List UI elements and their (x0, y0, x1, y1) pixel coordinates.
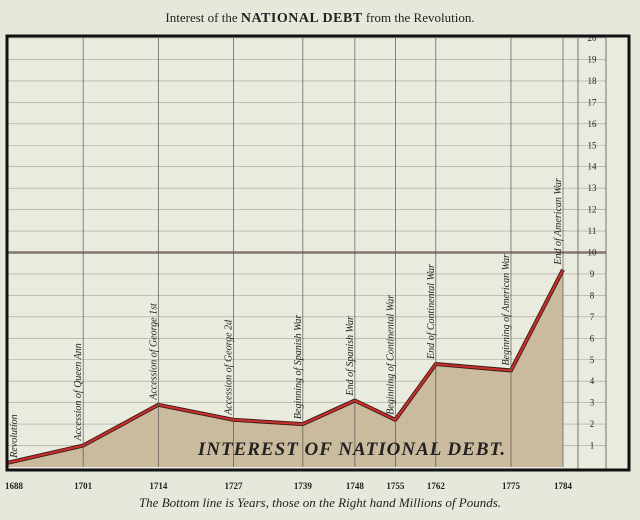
debt-area-fill (8, 269, 563, 467)
x-tick-label: 1748 (346, 481, 365, 491)
x-tick-label: 1784 (554, 481, 573, 491)
gridlines (8, 36, 628, 469)
plot-frame (5, 34, 631, 472)
data-area (7, 268, 565, 467)
footer-note: The Bottom line is Years, those on the R… (139, 495, 501, 510)
x-tick-label: 1762 (427, 481, 446, 491)
event-label: End of Spanish War (345, 316, 356, 396)
y-tick-label: 4 (590, 376, 595, 386)
y-tick-label: 8 (590, 290, 595, 300)
x-tick-label: 1714 (149, 481, 168, 491)
event-label: Accession of George 2d (223, 319, 234, 416)
y-tick-label: 15 (588, 140, 598, 150)
x-tick-label: 1688 (5, 481, 24, 491)
y-tick-label: 18 (588, 76, 598, 86)
debt-line (7, 269, 564, 464)
y-tick-label: 13 (588, 183, 598, 193)
event-label: Revolution (9, 414, 20, 458)
x-tick-label: 1739 (294, 481, 313, 491)
y-tick-label: 1 (590, 441, 595, 451)
y-tick-label: 9 (590, 269, 595, 279)
x-tick-label: 1701 (74, 481, 93, 491)
x-tick-label: 1775 (502, 481, 521, 491)
event-label: Beginning of Spanish War (293, 315, 304, 419)
x-axis-ticks: 1688 1701 1714 1727 1739 1748 1755 1762 1775 1784 (5, 481, 573, 491)
y-tick-label: 7 (590, 312, 595, 322)
event-label: Accession of George 1st (148, 303, 159, 401)
event-label: Beginning of Continental War (385, 295, 396, 415)
y-tick-label: 17 (588, 97, 598, 107)
event-lines: Revolution Accession of Queen Ann Accessio… (9, 38, 564, 467)
y-tick-label: 19 (588, 54, 598, 64)
y-tick-label: 2 (590, 419, 595, 429)
y-tick-label: 20 (588, 33, 598, 43)
y-tick-label: 11 (588, 226, 597, 236)
y-tick-label: 5 (590, 355, 595, 365)
event-label: End of American War (553, 178, 564, 265)
y-tick-label: 16 (588, 119, 598, 129)
inner-label: INTEREST OF NATIONAL DEBT. (197, 439, 506, 460)
event-label: Beginning of American War (501, 254, 512, 365)
x-tick-label: 1727 (224, 481, 243, 491)
chart-title: Interest of the NATIONAL DEBT from the R… (165, 10, 474, 26)
y-tick-label: 14 (588, 162, 598, 172)
y-tick-label: 10 (588, 248, 598, 258)
y-tick-label: 3 (590, 398, 595, 408)
event-label: Accession of Queen Ann (73, 343, 84, 441)
event-label: End of Continental War (426, 264, 437, 360)
y-tick-label: 6 (590, 333, 595, 343)
x-tick-label: 1755 (386, 481, 405, 491)
y-tick-label: 12 (588, 205, 597, 215)
